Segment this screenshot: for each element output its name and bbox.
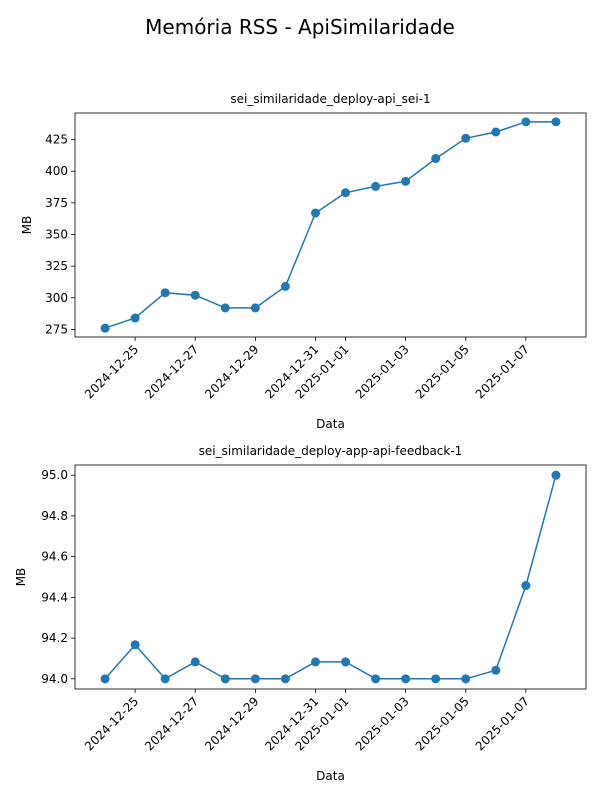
data-point (220, 303, 230, 313)
plot-frame (74, 112, 587, 338)
data-point (371, 181, 381, 191)
data-point (190, 657, 200, 667)
data-point (341, 657, 351, 667)
plot-frame (74, 464, 587, 690)
x-axis-label: Data (316, 769, 345, 783)
x-tick-label: 2024-12-29 (202, 694, 261, 753)
x-tick-label: 2025-01-05 (413, 342, 472, 401)
data-point (280, 674, 290, 684)
data-point (521, 117, 531, 127)
chart-panel-memory-api-feedback: sei_similaridade_deploy-app-api-feedback… (14, 444, 587, 783)
x-tick-label: 2025-01-07 (473, 694, 532, 753)
y-tick-label: 94.6 (41, 550, 68, 564)
y-axis-label: MB (14, 568, 28, 587)
data-point (461, 133, 471, 143)
data-point (310, 657, 320, 667)
y-tick-label: 94.2 (41, 631, 68, 645)
data-point (551, 470, 561, 480)
x-tick-label: 2024-12-27 (142, 342, 201, 401)
y-tick-label: 350 (45, 227, 68, 241)
data-point (250, 303, 260, 313)
data-point (431, 674, 441, 684)
y-tick-label: 94.8 (41, 509, 68, 523)
x-tick-label: 2025-01-05 (413, 694, 472, 753)
data-point (160, 674, 170, 684)
data-point (310, 208, 320, 218)
data-point (250, 674, 260, 684)
data-point (190, 290, 200, 300)
data-point (100, 323, 110, 333)
series-line (104, 475, 557, 680)
y-tick-label: 325 (45, 259, 68, 273)
data-point (491, 127, 501, 137)
data-point (100, 674, 110, 684)
data-point (220, 674, 230, 684)
x-tick-label: 2025-01-03 (353, 342, 412, 401)
chart-title: sei_similaridade_deploy-app-api-feedback… (199, 444, 463, 458)
data-point (160, 288, 170, 298)
data-point (431, 154, 441, 164)
y-tick-label: 275 (45, 322, 68, 336)
x-tick-label: 2024-12-29 (202, 342, 261, 401)
x-tick-label: 2025-01-03 (353, 694, 412, 753)
figure-title: Memória RSS - ApiSimilaridade (145, 15, 455, 39)
x-axis-label: Data (316, 417, 345, 431)
y-tick-label: 94.4 (41, 590, 68, 604)
x-tick-label: 2024-12-27 (142, 694, 201, 753)
y-tick-label: 300 (45, 291, 68, 305)
y-tick-label: 375 (45, 196, 68, 210)
y-tick-label: 425 (45, 133, 68, 147)
series-line (104, 121, 556, 329)
data-point (401, 674, 411, 684)
x-tick-label: 2025-01-07 (473, 342, 532, 401)
data-point (491, 665, 501, 675)
y-tick-label: 94.0 (41, 672, 68, 686)
y-tick-label: 400 (45, 164, 68, 178)
data-point (401, 176, 411, 186)
data-point (341, 188, 351, 198)
x-tick-label: 2024-12-25 (82, 342, 141, 401)
y-axis-label: MB (20, 216, 34, 235)
chart-panel-memory-api-sei: sei_similaridade_deploy-api_sei-1 275 300 3… (20, 92, 587, 431)
y-tick-label: 95.0 (41, 468, 68, 482)
data-point (130, 640, 140, 650)
x-tick-label: 2024-12-25 (82, 694, 141, 753)
data-point (280, 281, 290, 291)
data-point (551, 117, 561, 127)
data-point (130, 313, 140, 323)
data-point (521, 581, 531, 591)
chart-title: sei_similaridade_deploy-api_sei-1 (230, 92, 430, 106)
data-point (461, 674, 471, 684)
data-point (371, 674, 381, 684)
